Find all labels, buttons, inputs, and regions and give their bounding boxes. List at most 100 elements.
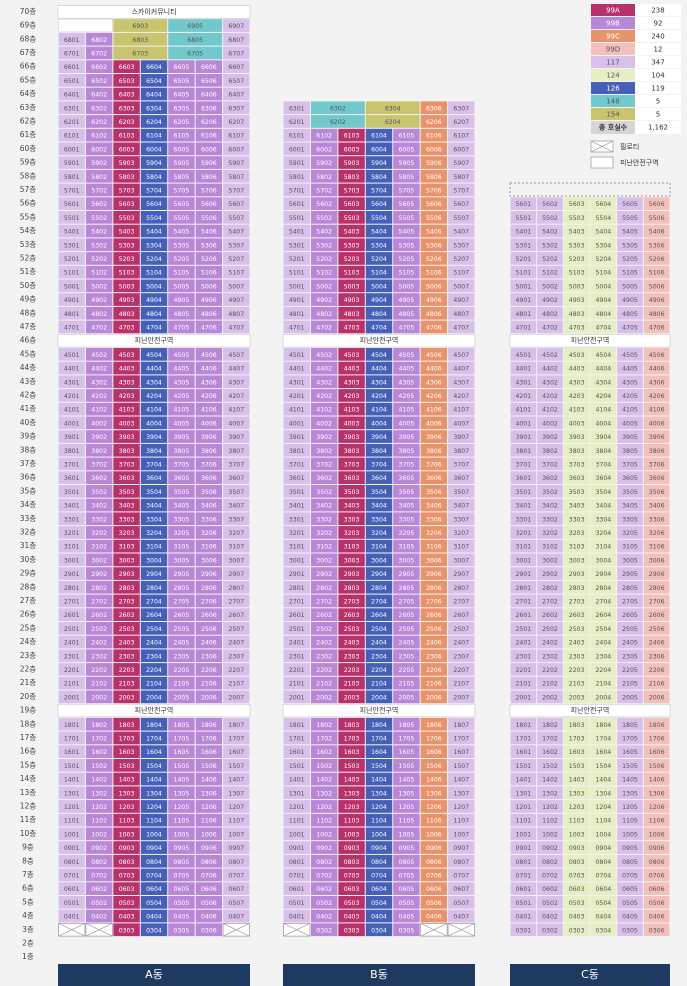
unit-label: 6103 (344, 133, 360, 140)
unit-cell (195, 868, 223, 882)
unit-cell (195, 252, 223, 265)
unit-cell (393, 457, 420, 471)
unit-label: 6204 (385, 119, 401, 126)
unit-cell (113, 690, 140, 704)
unit-label: 4204 (371, 393, 387, 400)
unit-label: 2604 (146, 612, 162, 619)
unit-label: 3401 (64, 503, 80, 510)
unit-cell (283, 156, 310, 169)
unit-label: 0506 (649, 900, 665, 907)
unit-label: 2407 (228, 640, 244, 647)
unit-cell (283, 128, 310, 142)
unit-label: 2602 (316, 612, 332, 619)
unit-cell (168, 567, 195, 580)
unit-cell (590, 320, 617, 334)
unit-label: 5001 (289, 283, 305, 290)
unit-label: 2701 (289, 598, 305, 605)
unit-label: 0906 (201, 845, 217, 852)
unit-cell (420, 813, 448, 827)
unit-label: 5602 (542, 201, 558, 208)
unit-cell (617, 348, 643, 361)
unit-label: 1506 (649, 763, 665, 770)
unit-cell (643, 498, 670, 512)
unit-label: 5504 (146, 215, 162, 222)
unit-cell (283, 279, 310, 293)
unit-cell (563, 265, 590, 279)
unit-label: 4801 (64, 311, 80, 318)
unit-label: 2601 (515, 612, 531, 619)
unit-label: 6306 (201, 105, 217, 112)
unit-cell (113, 211, 140, 224)
unit-label: 3403 (569, 503, 585, 510)
unit-label: 6803 (132, 37, 148, 44)
legend-count-cell (635, 43, 681, 55)
unit-cell (338, 608, 365, 621)
unit-label: 1406 (426, 777, 442, 784)
unit-cell (338, 854, 365, 868)
unit-cell (617, 854, 643, 868)
unit-label: 4203 (119, 393, 135, 400)
unit-label: 4705 (399, 324, 415, 331)
unit-label: 2601 (64, 612, 80, 619)
unit-label: 2607 (228, 612, 244, 619)
unit-cell (643, 416, 670, 430)
unit-cell (393, 211, 420, 224)
floor-label: 10층 (20, 829, 37, 838)
unit-label: 5903 (344, 160, 360, 167)
unit-label: 2707 (453, 598, 469, 605)
unit-label: 2005 (399, 694, 415, 701)
unit-cell (393, 156, 420, 169)
unit-cell (617, 594, 643, 608)
legend-swatch (591, 82, 635, 94)
unit-cell (563, 211, 590, 224)
unit-cell (365, 553, 393, 567)
unit-cell (448, 731, 475, 745)
unit-label: 4202 (316, 393, 332, 400)
unit-cell (617, 868, 643, 882)
unit-cell (195, 539, 223, 553)
unit-cell (537, 608, 563, 621)
unit-cell (195, 909, 223, 923)
unit-label: 3102 (542, 544, 558, 551)
unit-cell (223, 128, 250, 142)
unit-cell (537, 896, 563, 909)
unit-cell (283, 211, 310, 224)
unit-cell (223, 786, 250, 800)
unit-cell (537, 813, 563, 827)
unit-label: 6404 (146, 92, 162, 99)
unit-label: 2506 (649, 626, 665, 633)
unit-label: 0901 (289, 845, 305, 852)
unit-cell (168, 526, 195, 539)
unit-cell (223, 306, 250, 320)
unit-label: 2401 (289, 640, 305, 647)
unit-label: 1601 (515, 749, 531, 756)
unit-label: 6603 (119, 64, 135, 71)
floor-label: 30층 (20, 555, 37, 564)
unit-cell (223, 293, 250, 306)
unit-label: 5103 (344, 270, 360, 277)
unit-cell (168, 498, 195, 512)
unit-cell (420, 443, 448, 457)
unit-cell (420, 663, 448, 676)
unit-cell (168, 306, 195, 320)
unit-label: 6003 (119, 146, 135, 153)
unit-label: 4904 (595, 297, 611, 304)
unit-cell (310, 361, 338, 375)
unit-label: 3306 (426, 516, 442, 523)
unit-cell (310, 649, 338, 663)
unit-cell (113, 101, 140, 115)
unit-cell (113, 156, 140, 169)
legend-count: 119 (651, 85, 664, 93)
unit-label: 0401 (64, 914, 80, 921)
unit-cell (448, 183, 475, 197)
unit-cell (537, 471, 563, 484)
unit-cell (643, 909, 670, 923)
unit-cell (310, 717, 338, 731)
unit-cell (283, 485, 310, 498)
unit-cell (310, 622, 338, 635)
unit-label: 2706 (201, 598, 217, 605)
unit-cell (338, 238, 365, 252)
unit-label: 5903 (119, 160, 135, 167)
unit-label: 0403 (569, 914, 585, 921)
unit-label: 4407 (453, 366, 469, 373)
